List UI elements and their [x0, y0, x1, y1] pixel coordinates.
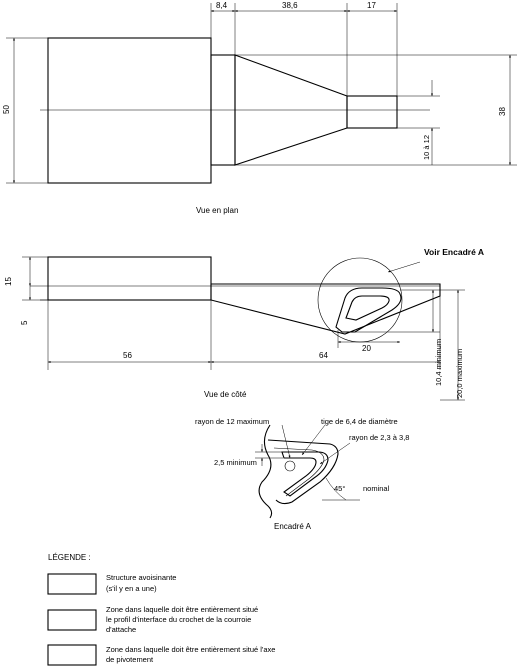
side-hook-profile — [335, 287, 402, 333]
detail-caption: Encadré A — [274, 522, 312, 531]
dim-text-min: 10,4 minimum — [434, 339, 443, 386]
dim-text-20: 20 — [362, 344, 371, 353]
plan-view: 8,4 38,6 17 50 38 10 à 12 Vue en plan — [2, 1, 517, 215]
detail-callout-label: Voir Encadré A — [424, 247, 484, 257]
label-radius-max: rayon de 12 maximum — [195, 417, 269, 426]
dim-text-10-12: 10 à 12 — [422, 135, 431, 160]
legend-item-text: de pivotement — [106, 655, 154, 664]
legend-swatch-hatch-wide — [47, 573, 97, 595]
dim-text-15: 15 — [4, 277, 13, 286]
legend-swatch-crosshatch — [47, 609, 97, 631]
dim-text-38: 38 — [498, 107, 507, 116]
detail-inner-profile — [273, 447, 325, 497]
dim-text-max: 20,0 maximum — [455, 349, 464, 398]
legend-item-text: Zone dans laquelle doit être entièrement… — [106, 645, 275, 654]
label-rod: tige de 6,4 de diamètre — [321, 417, 398, 426]
plan-view-caption: Vue en plan — [196, 206, 238, 215]
detail-a: rayon de 12 maximum tige de 6,4 de diamè… — [195, 417, 409, 531]
side-large-block — [47, 256, 212, 301]
legend: LÉGENDE : Structure avoisinante (s'il y … — [47, 553, 275, 666]
plan-hook-zone — [346, 95, 398, 129]
label-angle: 45° — [334, 484, 345, 493]
legend-item-text: d'attache — [106, 625, 136, 634]
side-view: Voir Encadré A 15 5 56 64 20 10,4 minimu… — [4, 247, 484, 401]
leader-radius-max — [281, 424, 291, 459]
detail-outer-profile — [267, 439, 339, 505]
angle-arc — [325, 477, 347, 501]
label-nominal: nominal — [363, 484, 390, 493]
leader-radius-range — [319, 442, 351, 465]
label-radius-range: rayon de 2,3 à 3,8 — [349, 433, 409, 442]
detail-hook-band — [281, 451, 329, 497]
label-min-2-5: 2,5 minimum — [214, 458, 257, 467]
dim-text-64: 64 — [319, 351, 328, 360]
legend-swatch-hatch-narrow — [47, 644, 97, 666]
leader-rod — [301, 424, 326, 456]
dim-text-17: 17 — [367, 1, 376, 10]
dim-text-50: 50 — [2, 105, 11, 114]
legend-item-text: Structure avoisinante — [106, 573, 176, 582]
legend-title: LÉGENDE : — [48, 553, 91, 562]
side-view-caption: Vue de côté — [204, 390, 247, 399]
dim-text-5: 5 — [20, 320, 29, 325]
detail-leader — [387, 261, 421, 273]
dim-text-38-6: 38,6 — [282, 1, 298, 10]
plan-large-block — [47, 37, 212, 184]
side-taper — [210, 283, 441, 335]
legend-item-text: (s'il y en a une) — [106, 584, 157, 593]
detail-rod-circle — [284, 460, 296, 472]
detail-break-line — [258, 424, 273, 519]
legend-item-text: le profil d'interface du crochet de la c… — [106, 615, 251, 624]
dim-text-56: 56 — [123, 351, 132, 360]
side-hook-opening — [345, 295, 390, 321]
dim-text-8-4: 8,4 — [216, 1, 228, 10]
legend-item-text: Zone dans laquelle doit être entièrement… — [106, 605, 258, 614]
